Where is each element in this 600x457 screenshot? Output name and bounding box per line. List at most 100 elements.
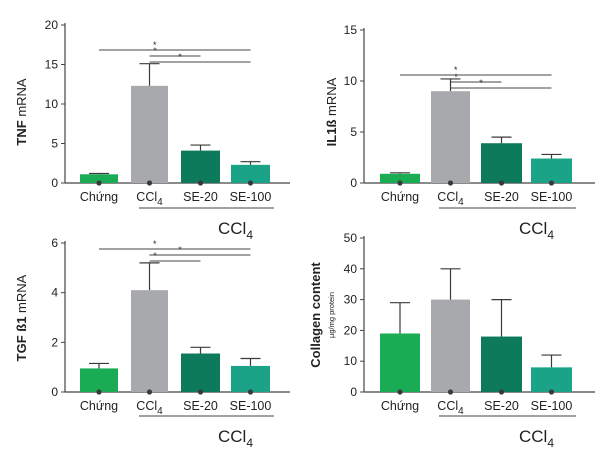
bar-baseline-marker <box>146 389 153 395</box>
bar-1 <box>380 173 420 183</box>
group-label-subscript: 4 <box>246 436 253 450</box>
y-tick-label: 20 <box>344 323 358 337</box>
significance-star: * <box>153 46 157 56</box>
bar-2 <box>131 290 168 392</box>
y-axis-label-rest: mRNA <box>324 77 339 119</box>
y-tick-label: 5 <box>350 125 357 139</box>
bar-3 <box>181 150 220 183</box>
bar-baseline-marker <box>96 180 102 186</box>
category-label-subscript: 4 <box>157 406 163 417</box>
bar-1 <box>80 368 118 392</box>
y-tick-label: 0 <box>51 385 58 399</box>
y-tick-label: 50 <box>344 231 358 245</box>
category-label: SE-20 <box>183 399 218 413</box>
y-axis-label-bold: TGF ß1 <box>14 317 29 362</box>
bar-1 <box>80 174 118 183</box>
y-axis-label: TGF ß1 mRNA <box>14 274 29 361</box>
category-label-subscript: 4 <box>458 406 464 417</box>
category-label: SE-20 <box>484 399 519 413</box>
category-label: SE-20 <box>484 190 519 204</box>
category-label-main: CCl <box>136 399 157 413</box>
category-label: SE-100 <box>230 190 272 204</box>
category-label-subscript: 4 <box>157 197 163 208</box>
y-tick-label: 15 <box>45 58 59 72</box>
bar-baseline-marker <box>498 389 505 395</box>
significance-star: * <box>153 251 157 261</box>
significance-star: * <box>479 78 483 88</box>
bar-3 <box>481 143 522 183</box>
chart-panel-4: 0 10 20 30 40 50 Collagen content µg/mg protein… <box>308 231 595 450</box>
category-label-subscript: 4 <box>458 197 464 208</box>
category-label: CCl4 <box>136 399 163 417</box>
bar-baseline-marker <box>447 180 454 186</box>
group-label-subscript: 4 <box>547 228 554 242</box>
category-label-main: CCl <box>437 190 458 204</box>
bar-4 <box>231 365 270 392</box>
group-label: CCl4 <box>519 427 554 450</box>
category-label: CCl4 <box>437 190 464 208</box>
bar-baseline-marker <box>247 180 254 186</box>
bar-baseline-marker <box>197 180 204 186</box>
category-label: CCl4 <box>136 190 163 208</box>
bar-baseline-marker <box>447 389 454 395</box>
y-tick-label: 6 <box>51 236 58 250</box>
y-tick-label: 30 <box>344 293 358 307</box>
group-label-main: CCl <box>218 219 246 238</box>
bar-baseline-marker <box>96 389 102 395</box>
bar-4 <box>531 367 572 392</box>
y-tick-label: 10 <box>344 354 358 368</box>
bar-4 <box>231 164 270 183</box>
group-label: CCl4 <box>519 219 554 242</box>
significance-star: * <box>153 239 157 249</box>
y-axis-label-bold: IL1ß <box>324 120 339 147</box>
bar-3 <box>481 336 522 392</box>
bar-baseline-marker <box>498 180 505 186</box>
significance-star: * <box>178 245 182 255</box>
category-label: Chứng <box>80 190 118 204</box>
y-tick-label: 40 <box>344 262 358 276</box>
category-label: SE-100 <box>230 399 272 413</box>
bar-baseline-marker <box>197 389 204 395</box>
category-label: Chứng <box>381 190 419 204</box>
group-label: CCl4 <box>218 427 253 450</box>
group-label-main: CCl <box>519 219 547 238</box>
group-label-main: CCl <box>218 427 246 446</box>
y-tick-label: 0 <box>51 176 58 190</box>
bar-baseline-marker <box>548 389 555 395</box>
y-axis-label-rest: mRNA <box>14 274 29 316</box>
bar-baseline-marker <box>146 180 153 186</box>
category-label: SE-100 <box>531 399 573 413</box>
y-tick-label: 5 <box>51 137 58 151</box>
bar-baseline-marker <box>397 180 403 186</box>
bar-1 <box>380 333 420 392</box>
group-label: CCl4 <box>218 219 253 242</box>
y-tick-label: 10 <box>344 74 358 88</box>
bar-2 <box>431 91 470 183</box>
category-label: Chứng <box>80 399 118 413</box>
y-tick-label: 15 <box>344 23 358 37</box>
significance-star: * <box>454 72 458 82</box>
y-axis-label: Collagen content <box>308 262 323 368</box>
bar-4 <box>531 158 572 183</box>
y-axis-label-bold: TNF <box>14 120 29 145</box>
significance-star: * <box>454 65 458 75</box>
group-label-subscript: 4 <box>246 228 253 242</box>
bar-baseline-marker <box>548 180 555 186</box>
y-tick-label: 0 <box>350 176 357 190</box>
bar-2 <box>431 299 470 392</box>
category-label: CCl4 <box>437 399 464 417</box>
bar-baseline-marker <box>247 389 254 395</box>
significance-star: * <box>178 52 182 62</box>
bar-3 <box>181 353 220 392</box>
y-tick-label: 20 <box>45 18 59 32</box>
y-axis-label-rest: mRNA <box>14 78 29 120</box>
category-label-main: CCl <box>136 190 157 204</box>
group-label-main: CCl <box>519 427 547 446</box>
y-axis-label-bold: Collagen content <box>308 262 323 368</box>
y-tick-label: 0 <box>350 385 357 399</box>
y-tick-label: 4 <box>51 286 58 300</box>
category-label: SE-20 <box>183 190 218 204</box>
